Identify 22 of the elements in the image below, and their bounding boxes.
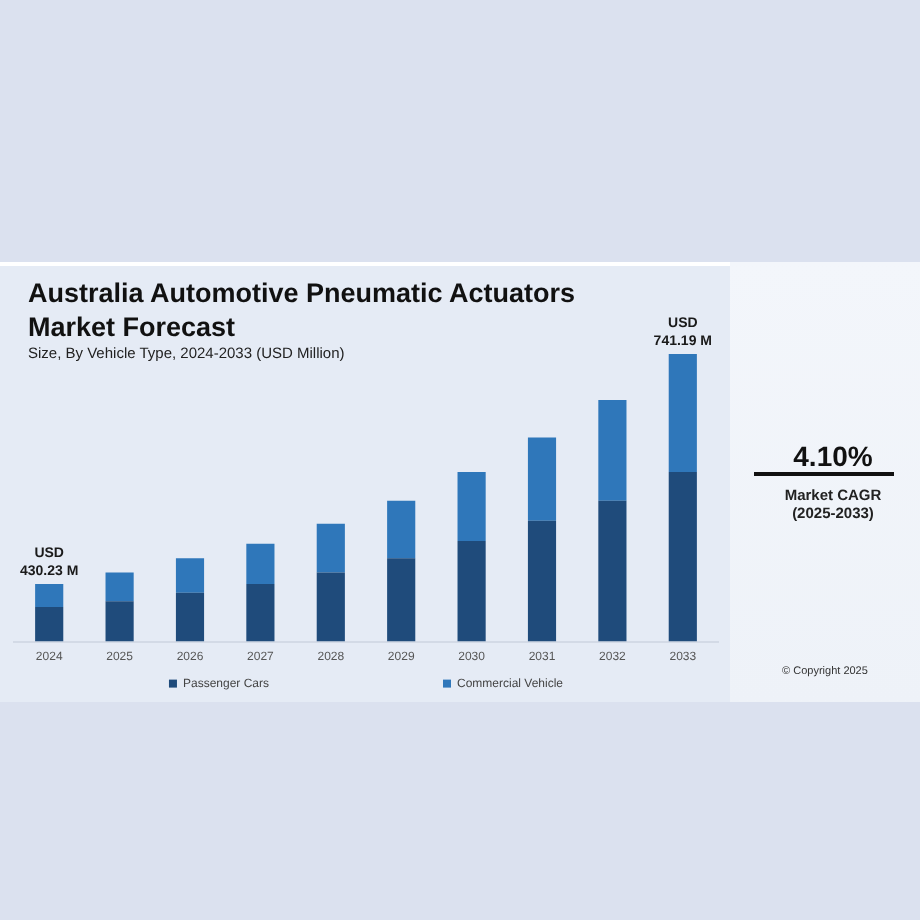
bar — [316, 572, 345, 642]
bar — [527, 520, 557, 642]
bar — [668, 354, 697, 472]
bar — [246, 543, 275, 585]
bar — [387, 558, 416, 642]
bar — [246, 584, 275, 642]
bar — [668, 471, 697, 642]
bar — [316, 523, 345, 573]
bar — [457, 471, 486, 541]
bar — [105, 572, 134, 602]
bar — [387, 500, 416, 559]
bar — [598, 400, 627, 501]
bar — [598, 500, 627, 642]
bar — [175, 558, 205, 593]
bar — [105, 601, 134, 642]
bar — [175, 592, 205, 642]
bar — [527, 437, 557, 521]
text: 4.10% — [791, 438, 875, 474]
bar — [457, 540, 486, 642]
bar — [35, 584, 64, 608]
bar — [35, 607, 64, 642]
chart-title: Australia Automotive Pneumatic Actuators Market Forecast — [28, 276, 578, 344]
